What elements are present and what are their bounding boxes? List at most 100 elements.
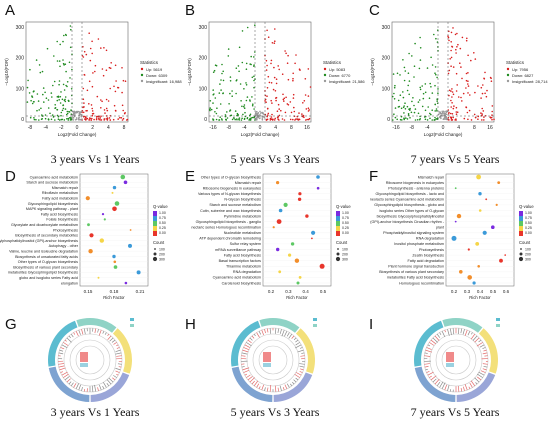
volcano-point bbox=[272, 88, 275, 91]
circos-bar bbox=[424, 352, 428, 354]
pathway-label: biosynthesis Glycosylphosphatidylinosito… bbox=[377, 214, 445, 218]
volcano-point bbox=[450, 31, 453, 34]
volcano-point bbox=[393, 86, 396, 89]
circos-bar bbox=[256, 332, 260, 338]
volcano-point bbox=[418, 118, 421, 121]
volcano-point bbox=[287, 54, 289, 57]
volcano-point bbox=[273, 119, 276, 121]
pathway-point bbox=[454, 187, 457, 190]
pathway-label: Carotenoid biosynthesis bbox=[222, 281, 262, 285]
volcano-point bbox=[246, 117, 249, 120]
volcano-point bbox=[265, 59, 268, 62]
bubble-plot-e: Other types of O-glycan biosynthesis Mism… bbox=[191, 173, 351, 300]
volcano-point bbox=[305, 119, 307, 121]
circos-bar bbox=[464, 329, 468, 336]
volcano-point bbox=[100, 115, 102, 117]
volcano-point bbox=[414, 42, 416, 45]
volcano-point bbox=[399, 74, 401, 76]
volcano-point bbox=[450, 106, 452, 108]
volcano-point bbox=[449, 58, 451, 60]
volcano-point bbox=[114, 90, 117, 93]
circos-track bbox=[63, 333, 117, 387]
volcano-point bbox=[229, 110, 231, 112]
volcano-point bbox=[67, 117, 70, 120]
circos-bar bbox=[432, 337, 438, 343]
volcano-point bbox=[456, 111, 459, 113]
volcano-point bbox=[434, 66, 437, 68]
volcano-point bbox=[36, 109, 38, 112]
circos-bar bbox=[482, 363, 488, 365]
volcano-point bbox=[447, 109, 450, 111]
volcano-point bbox=[450, 116, 453, 119]
volcano-point bbox=[442, 114, 444, 117]
circos-bar bbox=[244, 373, 248, 376]
circos-bar bbox=[60, 347, 65, 350]
volcano-point bbox=[105, 49, 108, 52]
volcano-point bbox=[307, 68, 310, 70]
volcano-point bbox=[459, 47, 462, 50]
color-tick-label: 0.25 bbox=[159, 226, 166, 230]
volcano-point bbox=[484, 92, 486, 95]
volcano-point bbox=[298, 118, 300, 120]
volcano-point bbox=[121, 119, 124, 121]
volcano-point bbox=[266, 95, 268, 97]
volcano-point bbox=[41, 118, 43, 120]
volcano-point bbox=[255, 119, 257, 121]
circos-bar bbox=[253, 380, 259, 387]
volcano-point bbox=[270, 59, 273, 62]
volcano-point bbox=[101, 100, 103, 103]
pathway-label: Ribosome biogenesis in eukaryotes bbox=[203, 186, 261, 190]
volcano-point bbox=[394, 116, 397, 119]
volcano-point bbox=[249, 113, 252, 116]
volcano-point bbox=[451, 91, 454, 93]
legend-size-title: Count bbox=[153, 240, 165, 245]
pathway-point bbox=[499, 258, 503, 263]
volcano-point bbox=[433, 33, 435, 36]
panel-e: E Other types of O-glycan biosynthesis Mi… bbox=[183, 168, 366, 308]
pathway-point bbox=[112, 185, 117, 190]
volcano-point bbox=[429, 82, 431, 85]
volcano-point bbox=[482, 110, 485, 112]
circos-bar bbox=[249, 337, 253, 341]
volcano-point bbox=[221, 72, 223, 75]
volcano-point bbox=[237, 114, 239, 116]
circos-bar bbox=[113, 342, 117, 345]
volcano-point bbox=[251, 96, 253, 98]
y-tick-label: 0 bbox=[387, 117, 390, 123]
pathway-label: Cyanoamino acid metabolism bbox=[30, 175, 78, 179]
volcano-point bbox=[434, 103, 436, 106]
volcano-point bbox=[267, 114, 269, 116]
volcano-point bbox=[219, 103, 222, 105]
volcano-point bbox=[465, 87, 467, 89]
volcano-point bbox=[114, 64, 117, 67]
color-bar-segment bbox=[519, 231, 523, 236]
volcano-point bbox=[221, 63, 223, 66]
volcano-point bbox=[470, 59, 472, 62]
volcano-point bbox=[448, 111, 450, 114]
pathway-label: Mismatch repair bbox=[418, 175, 445, 179]
volcano-point bbox=[460, 66, 462, 68]
x-tick-label: -8 bbox=[409, 125, 414, 131]
volcano-point bbox=[124, 80, 127, 82]
x-axis-label: Log2(Fold Change) bbox=[58, 132, 97, 137]
volcano-point bbox=[31, 95, 33, 97]
volcano-point bbox=[292, 77, 294, 80]
volcano-point bbox=[58, 119, 61, 121]
circos-bar bbox=[469, 382, 473, 388]
volcano-point bbox=[122, 109, 124, 112]
volcano-point bbox=[82, 46, 84, 48]
volcano-point bbox=[97, 38, 100, 40]
circos-bar bbox=[241, 352, 248, 355]
pathway-label: Photosynthesis - antenna proteins bbox=[388, 186, 444, 190]
volcano-point bbox=[402, 106, 405, 109]
volcano-point bbox=[406, 89, 409, 92]
volcano-point bbox=[120, 117, 123, 119]
volcano-point bbox=[65, 70, 67, 73]
volcano-point bbox=[274, 28, 276, 30]
circos-track bbox=[435, 339, 477, 381]
pathway-label: globo and isoglobo series Fatty acid bbox=[19, 276, 78, 280]
size-tick-label: 200 bbox=[525, 253, 531, 257]
panel-c: C 0 100 200 300 -16 -8 -4 0 4 8 16 Log2(Fold Change… bbox=[366, 0, 550, 140]
volcano-point bbox=[38, 64, 41, 66]
circos-bar bbox=[68, 335, 71, 339]
